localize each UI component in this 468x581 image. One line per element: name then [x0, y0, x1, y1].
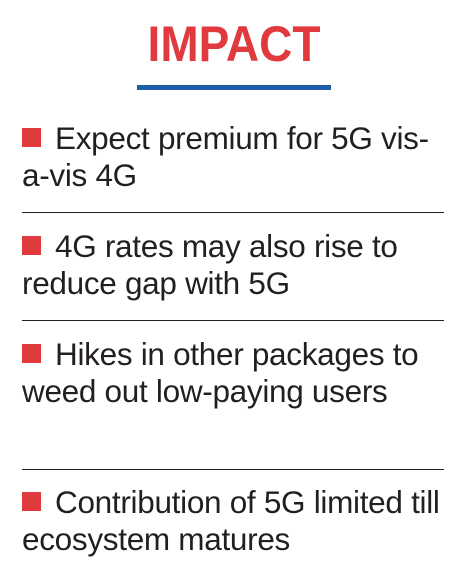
- title-underline: [137, 85, 331, 90]
- square-bullet-icon: [22, 344, 41, 363]
- list-item-text: Hikes in other packages to weed out low-…: [22, 336, 419, 409]
- divider: [22, 469, 444, 470]
- divider: [22, 212, 444, 213]
- list-item: Hikes in other packages to weed out low-…: [22, 336, 446, 410]
- list-item: Contribution of 5G limited till ecosyste…: [22, 484, 446, 558]
- list-item-text: 4G rates may also rise to reduce gap wit…: [22, 228, 398, 301]
- list-item-text: Expect premium for 5G vis-a-vis 4G: [22, 120, 429, 193]
- list-item-text: Contribution of 5G limited till ecosyste…: [22, 484, 440, 557]
- list-item: 4G rates may also rise to reduce gap wit…: [22, 228, 446, 302]
- square-bullet-icon: [22, 492, 41, 511]
- page-title: IMPACT: [147, 16, 321, 72]
- square-bullet-icon: [22, 128, 41, 147]
- list-item: Expect premium for 5G vis-a-vis 4G: [22, 120, 446, 194]
- divider: [22, 320, 444, 321]
- square-bullet-icon: [22, 236, 41, 255]
